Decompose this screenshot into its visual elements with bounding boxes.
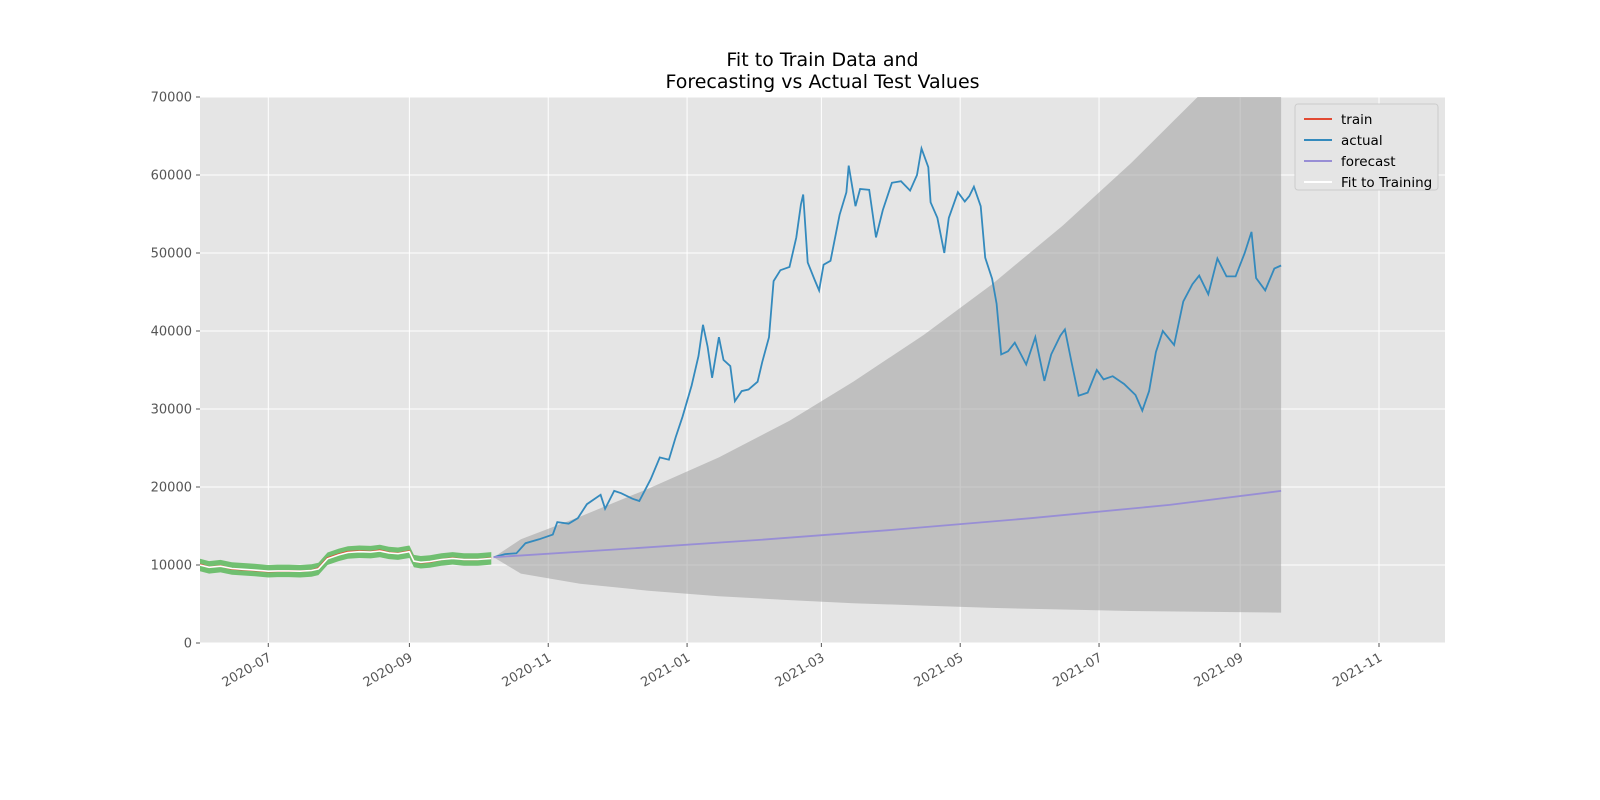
- actual-line: [493, 144, 1282, 559]
- y-tick-label: 10000: [151, 559, 192, 574]
- legend-box: [1294, 103, 1439, 191]
- y-tick-label: 30000: [151, 403, 192, 418]
- y-tick-label: 50000: [151, 247, 192, 262]
- legend-label: Fit to Training: [1341, 175, 1432, 191]
- y-tick-label: 0: [184, 637, 192, 652]
- x-tick-label: 2021-07: [1050, 650, 1105, 690]
- x-tick-label: 2021-03: [773, 650, 828, 690]
- x-tick-label: 2021-11: [1330, 650, 1385, 690]
- x-tick-label: 2020-09: [361, 650, 416, 690]
- legend-label: actual: [1341, 133, 1383, 149]
- legend: train actual forecast Fit to Training: [1294, 103, 1439, 191]
- y-tick-label: 60000: [151, 169, 192, 184]
- y-tick-label: 70000: [151, 91, 192, 106]
- chart-marks: [200, 97, 1282, 613]
- x-tick-label: 2020-11: [500, 650, 555, 690]
- legend-label: train: [1341, 112, 1372, 128]
- legend-label: forecast: [1341, 154, 1396, 170]
- x-tick-label: 2020-07: [220, 650, 275, 690]
- x-tick-label: 2021-05: [912, 650, 967, 690]
- y-tick-label: 40000: [151, 325, 192, 340]
- x-tick-label: 2021-01: [639, 650, 694, 690]
- x-tick-label: 2021-09: [1192, 650, 1247, 690]
- y-tick-label: 20000: [151, 481, 192, 496]
- fit-confidence-band: [200, 544, 492, 578]
- forecast-line: [493, 490, 1282, 559]
- chart-title-line: Fit to Train Data and: [726, 49, 918, 71]
- chart-title-line: Forecasting vs Actual Test Values: [665, 71, 979, 93]
- fit-to-training-line: [200, 550, 492, 573]
- forecast-confidence-band: [493, 97, 1282, 613]
